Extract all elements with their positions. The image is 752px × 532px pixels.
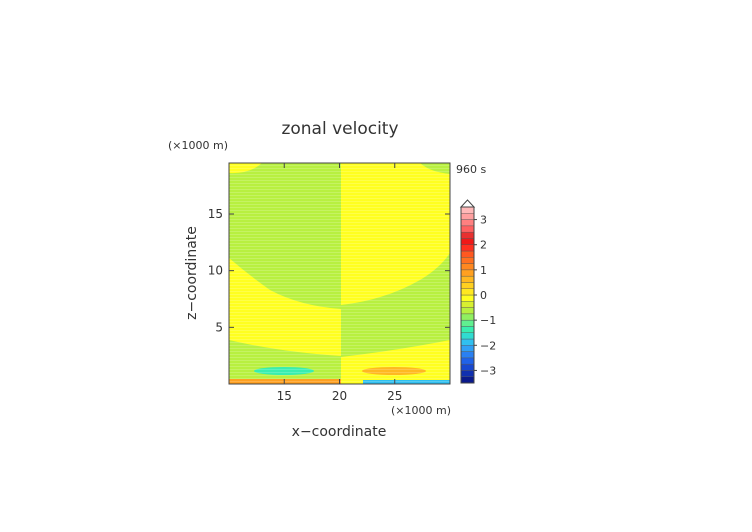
x-axis: 15 20 25 xyxy=(277,163,402,403)
colorbar-swatch xyxy=(460,313,475,321)
colorbar-swatch xyxy=(460,351,475,359)
colorbar-swatch xyxy=(460,275,475,283)
time-label: 960 s xyxy=(456,163,486,176)
y-unit-label: (×1000 m) xyxy=(168,139,228,152)
colorbar-swatch xyxy=(460,238,475,245)
y-axis-label: z−coordinate xyxy=(184,226,200,320)
colorbar: 3 2 1 0 −1 −2 −3 xyxy=(459,199,496,384)
colorbar-swatch xyxy=(460,294,475,302)
colorbar-swatch xyxy=(460,250,475,258)
colorbar-swatch xyxy=(460,219,475,227)
x-axis-label: x−coordinate xyxy=(292,424,387,440)
colorbar-swatch xyxy=(460,231,475,239)
colorbar-swatch xyxy=(460,288,475,296)
y-tick-label: 15 xyxy=(208,207,223,221)
colorbar-swatch xyxy=(460,269,475,277)
colorbar-tick-label: −3 xyxy=(480,364,496,377)
colorbar-tick-label: 3 xyxy=(480,214,487,227)
colorbar-swatch xyxy=(460,357,475,365)
colorbar-tick-label: −2 xyxy=(480,339,496,352)
colorbar-swatch xyxy=(460,319,475,327)
chart-title: zonal velocity xyxy=(281,119,398,139)
colorbar-swatch xyxy=(460,370,475,377)
y-axis: 5 10 15 xyxy=(208,207,450,334)
colorbar-swatch xyxy=(460,307,475,315)
contour-plot xyxy=(229,163,450,384)
x-tick-label: 15 xyxy=(277,389,292,403)
colorbar-swatch xyxy=(460,282,475,289)
x-tick-label: 25 xyxy=(387,389,402,403)
colorbar-swatch xyxy=(460,332,475,340)
colorbar-tick-label: 2 xyxy=(480,239,487,252)
colorbar-swatch xyxy=(460,213,475,220)
colorbar-swatch xyxy=(460,263,475,271)
colorbar-swatch xyxy=(460,363,475,371)
colorbar-swatch xyxy=(460,345,475,352)
x-tick-label: 20 xyxy=(332,389,347,403)
colorbar-tick-label: 1 xyxy=(480,264,487,277)
colorbar-swatch xyxy=(460,206,475,214)
colorbar-swatch xyxy=(460,301,475,308)
colorbar-swatch xyxy=(460,326,475,333)
colorbar-tick-label: 0 xyxy=(480,289,487,302)
colorbar-overflow-triangle xyxy=(459,199,476,208)
colorbar-swatch xyxy=(460,225,475,233)
colorbar-swatch xyxy=(460,257,475,264)
colorbar-swatch xyxy=(460,244,475,252)
colorbar-tick-label: −1 xyxy=(480,314,496,327)
stripe-overlay xyxy=(229,163,450,384)
colorbar-swatch xyxy=(460,338,475,346)
y-tick-label: 10 xyxy=(208,264,223,278)
x-unit-label: (×1000 m) xyxy=(391,404,451,417)
colorbar-swatch xyxy=(460,376,475,384)
y-tick-label: 5 xyxy=(215,320,223,334)
